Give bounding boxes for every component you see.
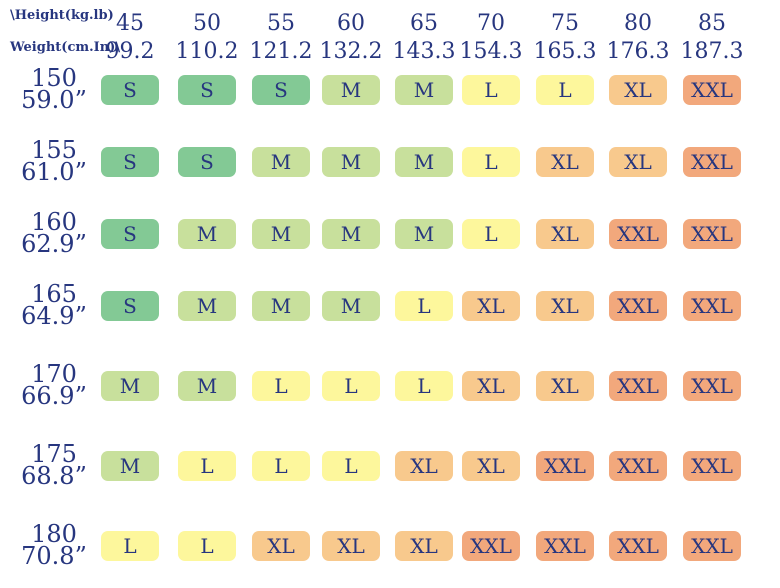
size-cell: M (322, 75, 380, 105)
size-cell: XXL (609, 371, 667, 401)
height-in: 62.9” (21, 230, 87, 258)
size-cell: L (462, 147, 520, 177)
weight-kg: 80 (624, 11, 652, 36)
height-cm: 155 (31, 136, 77, 164)
size-cell: XXL (609, 451, 667, 481)
size-cell: XXL (683, 451, 741, 481)
size-cell: XL (322, 531, 380, 561)
height-label: \Height(kg.lb) (10, 8, 114, 23)
height-cm: 175 (31, 440, 77, 468)
weight-lb: 176.3 (606, 39, 670, 64)
size-cell: XL (395, 451, 453, 481)
size-cell: L (101, 531, 159, 561)
weight-lb: 187.3 (680, 39, 744, 64)
size-cell: L (178, 451, 236, 481)
size-cell: M (252, 147, 310, 177)
size-cell: L (395, 291, 453, 321)
weight-kg: 50 (193, 11, 221, 36)
size-cell: M (178, 291, 236, 321)
size-cell: M (395, 75, 453, 105)
size-cell: XL (609, 75, 667, 105)
size-cell: XXL (462, 531, 520, 561)
size-cell: L (178, 531, 236, 561)
weight-kg: 85 (698, 11, 726, 36)
size-cell: XL (395, 531, 453, 561)
height-cm: 170 (31, 360, 77, 388)
size-cell: L (322, 371, 380, 401)
height-cm: 150 (31, 64, 77, 92)
size-cell: M (252, 219, 310, 249)
size-cell: M (101, 451, 159, 481)
size-cell: XXL (683, 371, 741, 401)
size-cell: L (252, 371, 310, 401)
size-cell: M (322, 147, 380, 177)
height-in: 70.8” (21, 542, 87, 570)
height-cm: 180 (31, 520, 77, 548)
size-cell: XXL (536, 531, 594, 561)
weight-lb: 121.2 (249, 39, 313, 64)
weight-label: Weight(cm.In)\ (10, 40, 121, 55)
height-in: 64.9” (21, 302, 87, 330)
size-cell: L (462, 75, 520, 105)
size-cell: XL (536, 147, 594, 177)
size-cell: L (536, 75, 594, 105)
size-cell: XL (536, 371, 594, 401)
size-cell: XXL (683, 531, 741, 561)
height-in: 61.0” (21, 158, 87, 186)
size-cell: XL (252, 531, 310, 561)
size-cell: XL (462, 451, 520, 481)
weight-lb: 154.3 (459, 39, 523, 64)
size-cell: S (101, 75, 159, 105)
weight-lb: 143.3 (392, 39, 456, 64)
size-cell: S (252, 75, 310, 105)
size-cell: M (322, 219, 380, 249)
size-cell: XL (462, 291, 520, 321)
size-cell: XXL (683, 75, 741, 105)
size-cell: XXL (609, 291, 667, 321)
size-cell: M (178, 371, 236, 401)
size-cell: XXL (683, 147, 741, 177)
size-cell: M (395, 147, 453, 177)
weight-kg: 75 (551, 11, 579, 36)
size-cell: L (462, 219, 520, 249)
size-cell: L (322, 451, 380, 481)
size-cell: M (178, 219, 236, 249)
size-cell: M (252, 291, 310, 321)
height-in: 68.8” (21, 462, 87, 490)
size-cell: XXL (683, 291, 741, 321)
height-cm: 165 (31, 280, 77, 308)
size-cell: XL (536, 291, 594, 321)
weight-lb: 110.2 (175, 39, 239, 64)
size-cell: M (322, 291, 380, 321)
weight-kg: 60 (337, 11, 365, 36)
size-cell: M (101, 371, 159, 401)
size-cell: XXL (536, 451, 594, 481)
size-cell: S (101, 147, 159, 177)
weight-lb: 132.2 (319, 39, 383, 64)
height-in: 66.9” (21, 382, 87, 410)
size-cell: XL (609, 147, 667, 177)
weight-kg: 55 (267, 11, 295, 36)
weight-kg: 70 (477, 11, 505, 36)
height-cm: 160 (31, 208, 77, 236)
size-cell: S (101, 219, 159, 249)
size-cell: L (395, 371, 453, 401)
weight-kg: 65 (410, 11, 438, 36)
size-cell: XXL (609, 531, 667, 561)
size-cell: M (395, 219, 453, 249)
size-cell: XL (462, 371, 520, 401)
size-cell: S (178, 75, 236, 105)
size-cell: XXL (683, 219, 741, 249)
size-cell: L (252, 451, 310, 481)
size-cell: XL (536, 219, 594, 249)
height-in: 59.0” (21, 86, 87, 114)
weight-kg: 45 (116, 11, 144, 36)
weight-lb: 99.2 (105, 39, 155, 64)
size-cell: XXL (609, 219, 667, 249)
weight-lb: 165.3 (533, 39, 597, 64)
size-cell: S (101, 291, 159, 321)
size-cell: S (178, 147, 236, 177)
